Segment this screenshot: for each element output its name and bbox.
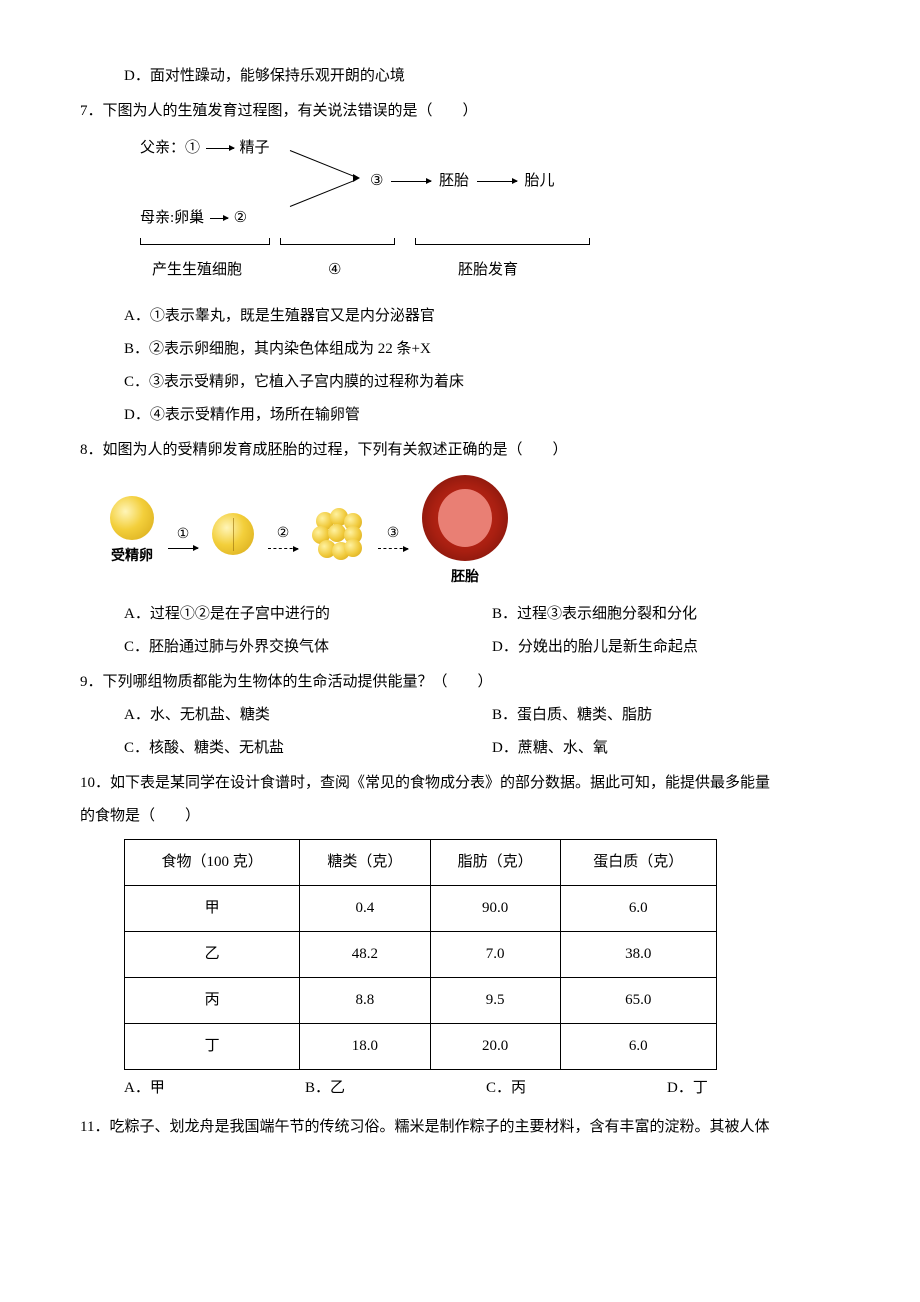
- q9-option-d: D．蔗糖、水、氧: [492, 732, 840, 765]
- arrow2-label: ②: [277, 519, 290, 550]
- zygote-icon: [110, 496, 154, 540]
- embryo-label: 胚胎: [451, 563, 479, 594]
- arrow1-label: ①: [177, 520, 190, 551]
- q9-stem: 9．下列哪组物质都能为生物体的生命活动提供能量？（ ）: [80, 666, 840, 699]
- q7-option-b: B．②表示卵细胞，其内染色体组成为 22 条+X: [124, 333, 840, 366]
- q8-option-c: C．胚胎通过肺与外界交换气体: [124, 631, 472, 664]
- d7-mother: 母亲:卵巢: [140, 210, 204, 226]
- q7-diagram: 父亲：① 精子 ③ 胚胎 胎儿 母亲:卵巢 ② 产生生殖细胞 ④ 胚胎发育: [140, 134, 840, 294]
- q10-table: 食物（100 克） 糖类（克） 脂肪（克） 蛋白质（克） 甲 0.4 90.0 …: [124, 839, 717, 1070]
- q10-option-a: A．甲: [124, 1072, 297, 1105]
- q10-option-d: D．丁: [667, 1072, 840, 1105]
- d7-sperm: 精子: [240, 140, 270, 156]
- q11-stem: 11．吃粽子、划龙舟是我国端午节的传统习俗。糯米是制作粽子的主要材料，含有丰富的…: [80, 1111, 840, 1144]
- q9-option-a: A．水、无机盐、糖类: [124, 699, 472, 732]
- q8-option-b: B．过程③表示细胞分裂和分化: [492, 598, 840, 631]
- table-row: 乙 48.2 7.0 38.0: [125, 931, 717, 977]
- q8-option-d: D．分娩出的胎儿是新生命起点: [492, 631, 840, 664]
- col-protein: 蛋白质（克）: [560, 839, 716, 885]
- d7-b1: 产生生殖细胞: [152, 256, 242, 285]
- d7-b3: 胚胎发育: [458, 256, 518, 285]
- table-header-row: 食物（100 克） 糖类（克） 脂肪（克） 蛋白质（克）: [125, 839, 717, 885]
- d7-egg: ②: [234, 210, 247, 226]
- embryo-icon: [422, 475, 508, 561]
- table-row: 甲 0.4 90.0 6.0: [125, 885, 717, 931]
- q8-option-a: A．过程①②是在子宫中进行的: [124, 598, 472, 631]
- d7-fetus: 胎儿: [524, 173, 554, 189]
- d7-father: 父亲：①: [140, 140, 200, 156]
- table-row: 丙 8.8 9.5 65.0: [125, 977, 717, 1023]
- q7-option-a: A．①表示睾丸，既是生殖器官又是内分泌器官: [124, 300, 840, 333]
- d7-embryo: 胚胎: [439, 173, 469, 189]
- morula-icon: [312, 508, 364, 560]
- d7-fert: ③: [370, 173, 383, 189]
- zygote-label: 受精卵: [111, 542, 153, 573]
- q7-option-d: D．④表示受精作用，场所在输卵管: [124, 399, 840, 432]
- col-carb: 糖类（克）: [300, 839, 430, 885]
- q9-option-c: C．核酸、糖类、无机盐: [124, 732, 472, 765]
- col-food: 食物（100 克）: [125, 839, 300, 885]
- q10-stem-b: 的食物是（ ）: [80, 800, 840, 833]
- q9-option-b: B．蛋白质、糖类、脂肪: [492, 699, 840, 732]
- d7-b2: ④: [328, 256, 341, 285]
- q7-stem: 7．下图为人的生殖发育过程图，有关说法错误的是（ ）: [80, 95, 840, 128]
- cell2-icon: [212, 513, 254, 555]
- table-row: 丁 18.0 20.0 6.0: [125, 1023, 717, 1069]
- q10-option-b: B．乙: [305, 1072, 478, 1105]
- q8-stem: 8．如图为人的受精卵发育成胚胎的过程，下列有关叙述正确的是（ ）: [80, 434, 840, 467]
- q7-option-c: C．③表示受精卵，它植入子宫内膜的过程称为着床: [124, 366, 840, 399]
- arrow3-label: ③: [387, 519, 400, 550]
- q10-stem-a: 10．如下表是某同学在设计食谱时，查阅《常见的食物成分表》的部分数据。据此可知，…: [80, 767, 840, 800]
- q6-option-d: D．面对性躁动，能够保持乐观开朗的心境: [124, 60, 840, 93]
- q10-option-c: C．丙: [486, 1072, 659, 1105]
- col-fat: 脂肪（克）: [430, 839, 560, 885]
- q8-diagram: 受精卵 ① ② ③ 胚胎: [110, 475, 840, 594]
